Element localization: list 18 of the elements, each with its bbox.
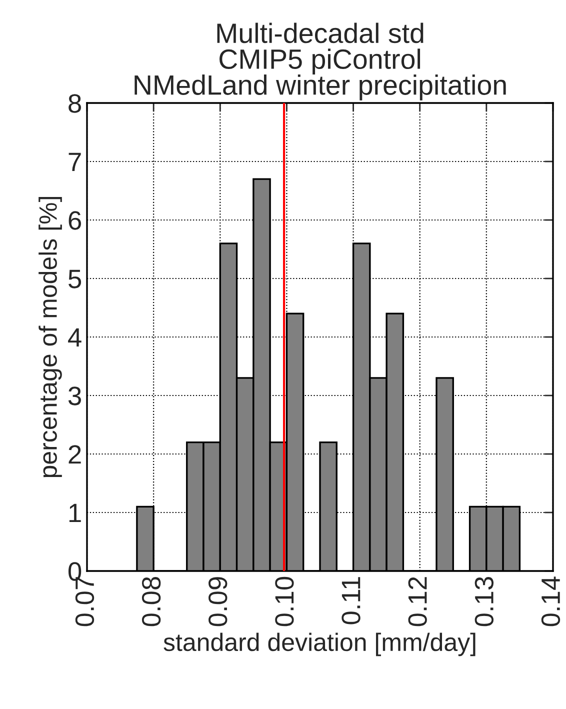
- x-tick-label: 0.10: [275, 576, 294, 626]
- y-tick-label: 2: [68, 445, 81, 464]
- x-tick-label: 0.09: [208, 577, 228, 626]
- y-tick-label: 1: [69, 504, 81, 522]
- x-tick-label: 0.11: [342, 577, 360, 624]
- y-tick-label: 3: [68, 386, 81, 406]
- y-tick-label: 7: [68, 152, 81, 172]
- y-tick-label: 8: [68, 94, 81, 113]
- x-tick-label: 0.14: [541, 576, 560, 626]
- x-tick-label: 0.08: [142, 577, 161, 626]
- y-tick-label: 6: [68, 211, 81, 230]
- y-tick-label: 5: [68, 270, 82, 288]
- y-tick-label: 4: [68, 328, 82, 347]
- y-axis-title: percentage of models [%]: [38, 197, 62, 478]
- x-tick-label: 0.12: [408, 577, 427, 626]
- x-axis-title: standard deviation [mm/day]: [164, 632, 476, 656]
- x-tick-label: 0.13: [474, 577, 494, 626]
- chart-title: Multi-decadal std CMIP5 piControl NMedLand winter precipitation: [134, 22, 506, 100]
